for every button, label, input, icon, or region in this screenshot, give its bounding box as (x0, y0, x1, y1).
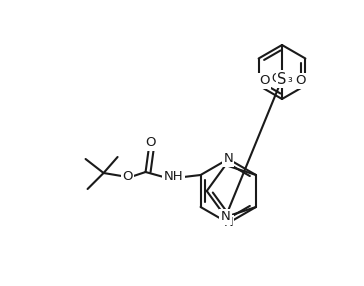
Text: O: O (122, 170, 133, 182)
Text: O: O (259, 74, 269, 88)
Text: S: S (277, 72, 287, 86)
Text: N: N (221, 210, 230, 223)
Text: CH₃: CH₃ (271, 72, 293, 86)
Text: O: O (145, 136, 156, 150)
Text: O: O (295, 74, 305, 88)
Text: N: N (223, 152, 233, 166)
Text: NH: NH (164, 170, 183, 184)
Text: N: N (223, 217, 233, 229)
